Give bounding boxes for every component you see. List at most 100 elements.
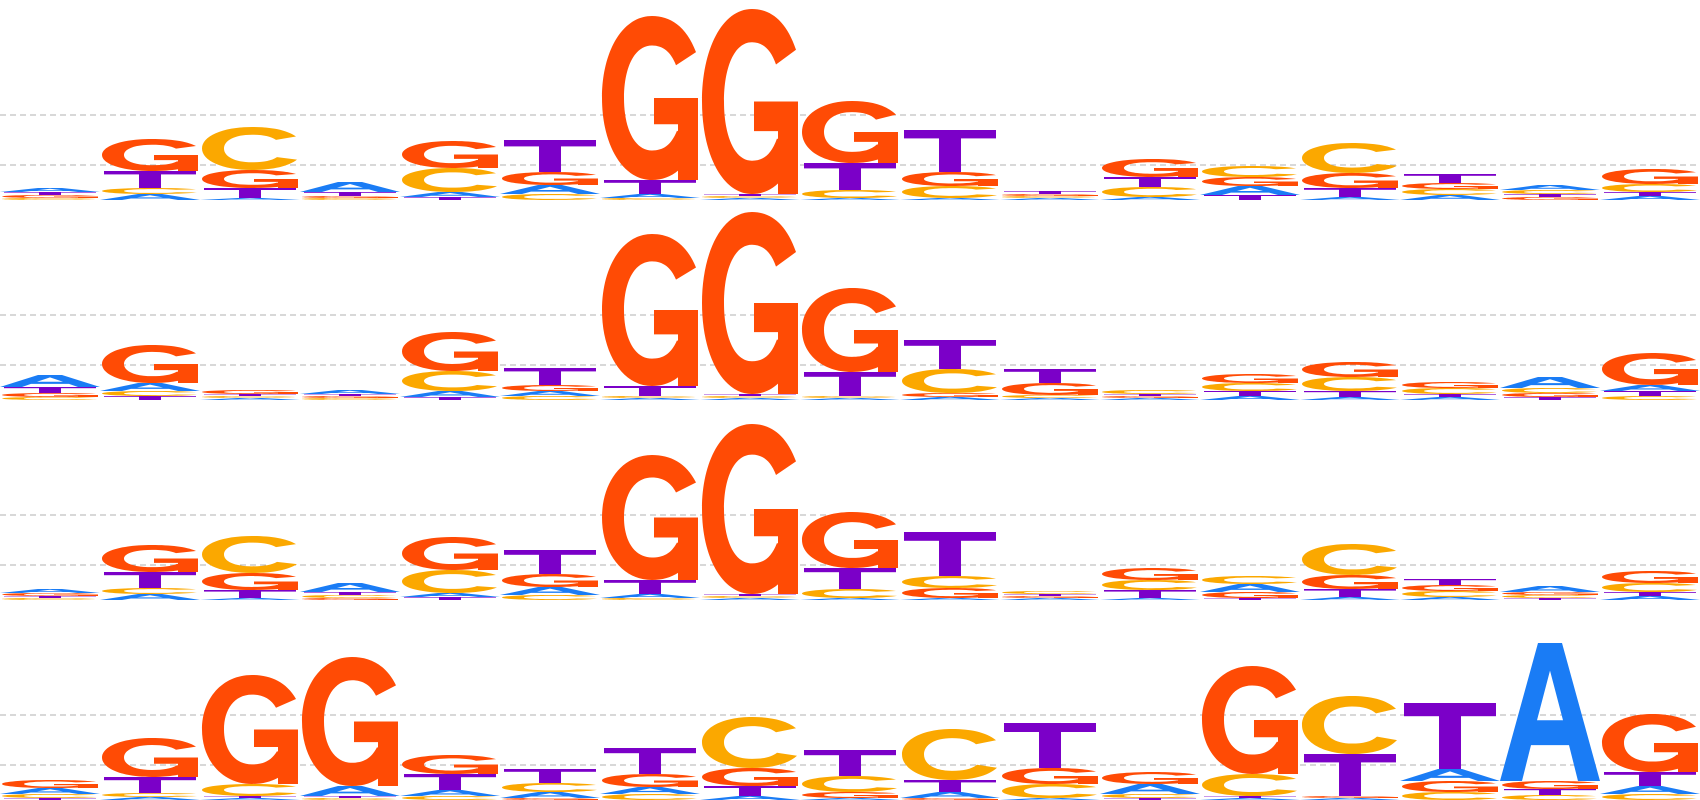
letter-c bbox=[1202, 166, 1297, 177]
logo-column bbox=[700, 717, 800, 800]
logo-column bbox=[400, 755, 500, 800]
letter-g bbox=[1602, 353, 1698, 385]
letter-g bbox=[602, 455, 698, 580]
letter-t bbox=[1504, 194, 1596, 197]
letter-a bbox=[900, 792, 1000, 798]
letter-t bbox=[504, 769, 596, 783]
letter-c bbox=[902, 369, 997, 393]
letter-c bbox=[402, 168, 497, 192]
letter-g bbox=[1402, 781, 1498, 792]
letter-c bbox=[1302, 377, 1397, 391]
letter-c bbox=[1602, 184, 1697, 192]
letter-g bbox=[702, 9, 798, 194]
letter-g bbox=[2, 195, 98, 198]
letter-g bbox=[102, 139, 198, 171]
logo-column bbox=[1000, 191, 1100, 200]
letter-g bbox=[202, 573, 298, 590]
letter-t bbox=[1504, 397, 1596, 400]
letter-c bbox=[302, 198, 397, 200]
logo-row-4 bbox=[0, 643, 1700, 800]
logo-column bbox=[1300, 544, 1400, 600]
letter-c bbox=[1502, 795, 1597, 800]
logo-column bbox=[1500, 586, 1600, 600]
letter-a bbox=[600, 594, 700, 598]
letter-g bbox=[1302, 796, 1398, 798]
logo-column bbox=[1300, 696, 1400, 800]
logo-column bbox=[800, 750, 900, 800]
letter-t bbox=[1204, 195, 1296, 200]
logo-column bbox=[900, 532, 1000, 600]
letter-g bbox=[402, 332, 498, 371]
letter-t bbox=[204, 590, 296, 598]
logo-column bbox=[1100, 390, 1200, 400]
logo-column bbox=[400, 537, 500, 600]
letter-g bbox=[1002, 383, 1098, 395]
letter-a bbox=[1500, 185, 1600, 190]
letter-t bbox=[204, 796, 296, 798]
letter-t bbox=[304, 592, 396, 595]
letter-a bbox=[800, 398, 900, 400]
letter-t bbox=[1304, 754, 1396, 796]
letter-g bbox=[102, 738, 198, 777]
letter-t bbox=[804, 568, 896, 589]
letter-t bbox=[1404, 394, 1496, 397]
letter-t bbox=[1204, 391, 1296, 396]
letter-g bbox=[202, 390, 298, 394]
letter-t bbox=[1304, 391, 1396, 397]
letter-c bbox=[1602, 396, 1697, 400]
letter-t bbox=[1604, 192, 1696, 196]
logo-column bbox=[200, 390, 300, 400]
letter-a bbox=[1500, 377, 1600, 388]
logo-column bbox=[200, 675, 300, 800]
letter-a bbox=[1200, 584, 1300, 592]
logo-column bbox=[600, 748, 700, 800]
logo-column bbox=[100, 738, 200, 800]
letter-a bbox=[300, 182, 400, 192]
letter-t bbox=[604, 180, 696, 194]
logo-column bbox=[400, 141, 500, 200]
letter-a bbox=[0, 375, 100, 387]
logo-column bbox=[1600, 571, 1700, 600]
letter-c bbox=[102, 391, 197, 396]
letter-t bbox=[904, 532, 996, 576]
letter-a bbox=[500, 391, 600, 396]
letter-g bbox=[1302, 173, 1398, 188]
letter-c bbox=[1202, 576, 1297, 584]
letter-t bbox=[1104, 177, 1196, 187]
letter-t bbox=[1104, 394, 1196, 396]
letter-a bbox=[500, 792, 600, 798]
letter-t bbox=[404, 197, 496, 200]
letter-t bbox=[104, 572, 196, 588]
letter-a bbox=[1600, 596, 1700, 600]
letter-t bbox=[404, 597, 496, 600]
logo-column bbox=[100, 545, 200, 600]
letter-t bbox=[1004, 594, 1096, 596]
letter-g bbox=[602, 16, 698, 181]
logo-column bbox=[1500, 643, 1600, 800]
letter-c bbox=[1402, 792, 1497, 800]
letter-g bbox=[1002, 768, 1098, 784]
logo-column bbox=[800, 101, 900, 200]
letter-g bbox=[602, 234, 698, 386]
letter-g bbox=[802, 792, 898, 798]
logo-column bbox=[1600, 714, 1700, 800]
letter-c bbox=[702, 717, 797, 768]
letter-c bbox=[102, 188, 197, 194]
letter-c bbox=[202, 396, 297, 398]
letter-a bbox=[400, 192, 500, 197]
letter-c bbox=[702, 196, 797, 198]
letter-t bbox=[4, 387, 96, 393]
letter-g bbox=[1502, 592, 1598, 595]
logo-column bbox=[0, 589, 100, 600]
letter-c bbox=[602, 198, 697, 200]
letter-t bbox=[504, 140, 596, 172]
letter-a bbox=[100, 797, 200, 800]
logo-column bbox=[1400, 174, 1500, 200]
letter-c bbox=[502, 194, 597, 200]
letter-c bbox=[302, 595, 397, 598]
letter-a bbox=[1300, 597, 1400, 600]
letter-a bbox=[1000, 398, 1100, 400]
logo-column bbox=[1000, 591, 1100, 600]
letter-t bbox=[404, 774, 496, 790]
logo-column bbox=[600, 16, 700, 200]
